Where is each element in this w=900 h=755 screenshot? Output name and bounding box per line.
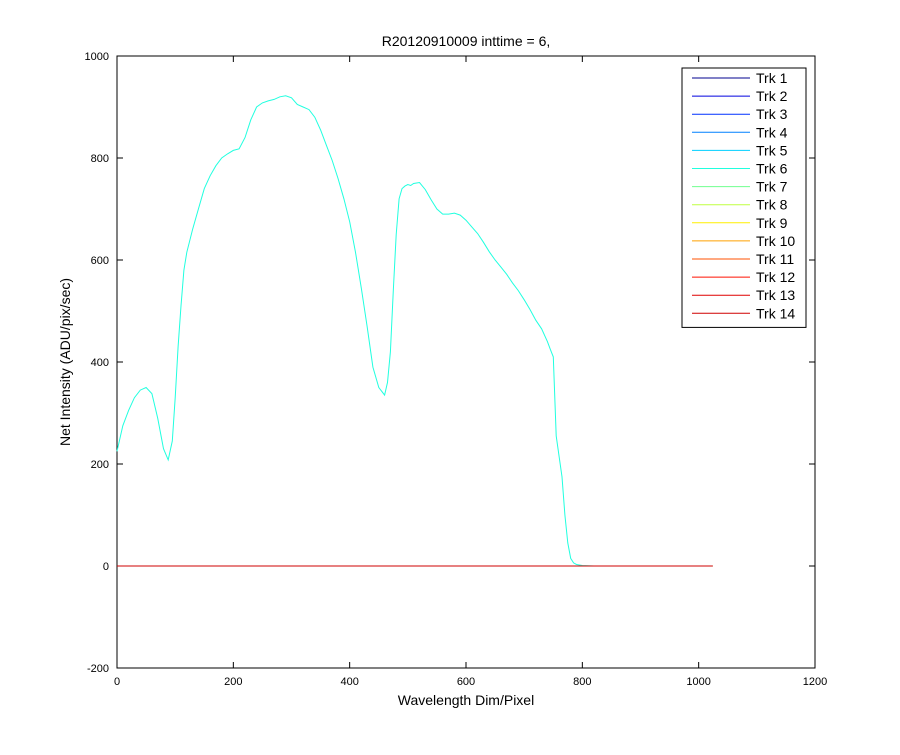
legend: Trk 1 Trk 2 Trk 3 Trk 4 Trk 5 Trk 6 Trk 7 Trk 8… <box>681 67 807 328</box>
legend-label: Trk 3 <box>756 106 788 122</box>
legend-label: Trk 9 <box>756 215 788 231</box>
legend-label: Trk 12 <box>756 269 795 285</box>
plot-area <box>116 95 713 567</box>
legend-label: Trk 8 <box>756 197 788 213</box>
axis-ticks: 0 200 400 600 800 1000 1200 -200 0 200 400 600 800 10… <box>85 51 828 688</box>
y-tick-label: 600 <box>91 255 109 267</box>
legend-label: Trk 7 <box>756 179 788 195</box>
legend-label: Trk 6 <box>756 161 788 177</box>
legend-label: Trk 10 <box>756 233 795 249</box>
legend-label: Trk 1 <box>756 70 788 86</box>
y-axis-label: Net Intensity (ADU/pix/sec) <box>57 278 73 446</box>
legend-label: Trk 14 <box>756 305 795 321</box>
legend-label: Trk 13 <box>756 287 795 303</box>
chart-title: R20120910009 inttime = 6, <box>382 33 551 49</box>
y-tick-label: 200 <box>91 459 109 471</box>
legend-label: Trk 4 <box>756 124 788 140</box>
y-tick-label: -200 <box>87 663 109 675</box>
x-axis-label: Wavelength Dim/Pixel <box>398 692 534 708</box>
y-tick-label: 800 <box>91 153 109 165</box>
x-tick-label: 1000 <box>686 676 710 688</box>
x-tick-label: 600 <box>457 676 475 688</box>
x-tick-label: 1200 <box>803 676 827 688</box>
series-line-trk-6 <box>116 95 713 567</box>
x-tick-label: 0 <box>114 676 120 688</box>
legend-label: Trk 2 <box>756 88 788 104</box>
y-tick-label: 0 <box>103 561 109 573</box>
y-tick-label: 1000 <box>85 51 109 63</box>
x-tick-label: 800 <box>573 676 591 688</box>
x-tick-label: 400 <box>340 676 358 688</box>
y-tick-label: 400 <box>91 357 109 369</box>
legend-box <box>681 67 807 328</box>
legend-label: Trk 11 <box>756 251 794 267</box>
legend-label: Trk 5 <box>756 142 788 158</box>
x-tick-label: 200 <box>224 676 242 688</box>
